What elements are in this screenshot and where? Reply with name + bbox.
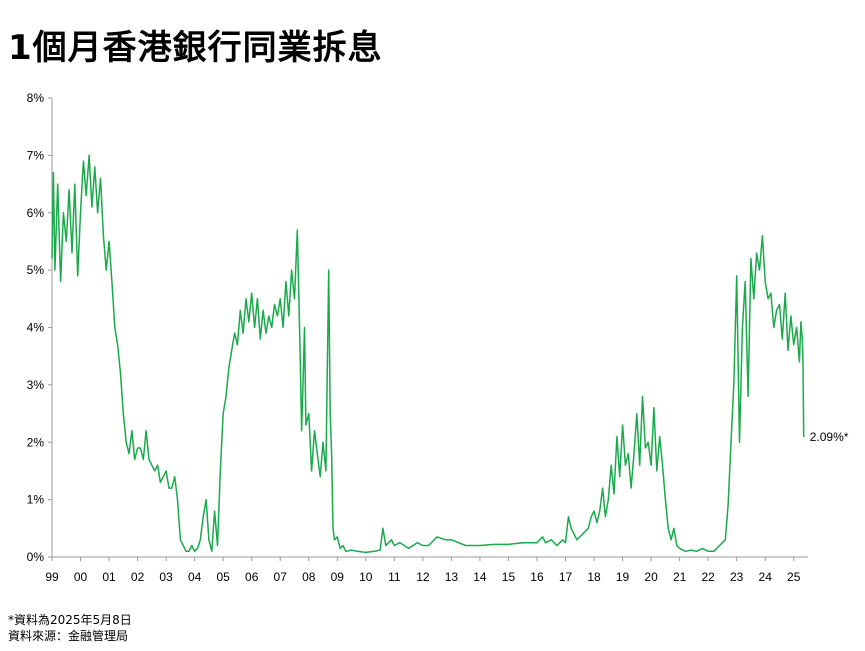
x-tick-label: 99 [45, 570, 59, 584]
x-tick-label: 02 [131, 570, 145, 584]
x-tick-label: 00 [74, 570, 88, 584]
x-tick-label: 12 [416, 570, 430, 584]
footnote-date: *資料為2025年5月8日 [8, 613, 132, 627]
y-tick-label: 7% [27, 148, 45, 162]
x-tick-label: 25 [787, 570, 801, 584]
y-tick-label: 4% [27, 321, 45, 335]
x-tick-label: 06 [245, 570, 259, 584]
x-tick-label: 13 [445, 570, 459, 584]
x-tick-label: 17 [559, 570, 573, 584]
x-tick-label: 08 [302, 570, 316, 584]
x-tick-label: 04 [188, 570, 202, 584]
x-tick-label: 22 [701, 570, 715, 584]
y-axis-ticks: 0% 1% 2% 3% 4% 5% 6% 7% 8% [27, 91, 52, 564]
y-tick-label: 1% [27, 493, 45, 507]
chart-axes [51, 98, 808, 558]
x-tick-label: 19 [616, 570, 630, 584]
y-tick-label: 3% [27, 378, 45, 392]
y-tick-label: 2% [27, 435, 45, 449]
x-tick-label: 07 [274, 570, 288, 584]
x-tick-label: 24 [759, 570, 773, 584]
line-chart: 0% 1% 2% 3% 4% 5% 6% 7% 8% 99 00 01 02 03 04 05 06 07 08 0… [27, 91, 849, 584]
x-tick-label: 15 [502, 570, 516, 584]
y-tick-label: 5% [27, 263, 45, 277]
x-tick-label: 01 [102, 570, 116, 584]
x-tick-label: 11 [388, 570, 401, 584]
x-tick-label: 18 [587, 570, 601, 584]
x-tick-label: 09 [331, 570, 345, 584]
x-tick-label: 05 [216, 570, 230, 584]
x-tick-label: 03 [159, 570, 173, 584]
y-tick-label: 6% [27, 206, 45, 220]
latest-value-label: 2.09%* [810, 430, 849, 444]
rate-series-line [51, 154, 805, 554]
footnotes: *資料為2025年5月8日 資料來源：金融管理局 [8, 612, 132, 644]
footnote-source: 資料來源：金融管理局 [8, 629, 129, 643]
x-tick-label: 14 [473, 570, 487, 584]
x-tick-label: 20 [644, 570, 658, 584]
x-tick-label: 10 [359, 570, 373, 584]
x-tick-label: 16 [530, 570, 544, 584]
x-tick-label: 23 [730, 570, 744, 584]
chart-title: 1個月香港銀行同業拆息 [8, 28, 383, 68]
y-tick-label: 8% [27, 91, 45, 105]
x-axis-ticks: 99 00 01 02 03 04 05 06 07 08 09 10 11 12 13 14 15 16 17 18… [45, 557, 801, 584]
x-tick-label: 21 [673, 570, 687, 584]
y-tick-label: 0% [27, 550, 45, 564]
